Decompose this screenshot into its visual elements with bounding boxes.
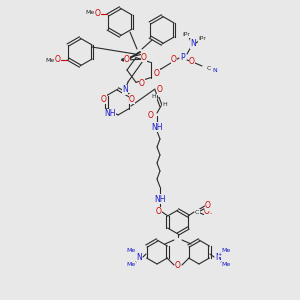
Text: O: O: [55, 56, 61, 64]
Text: iPr: iPr: [182, 32, 190, 38]
Text: N: N: [215, 253, 221, 262]
Text: NH: NH: [154, 194, 166, 203]
Text: O: O: [189, 58, 195, 67]
Text: N: N: [213, 68, 218, 74]
Text: O: O: [129, 94, 135, 103]
Text: NH: NH: [151, 122, 163, 131]
Text: -: -: [210, 212, 212, 217]
Text: Me: Me: [45, 58, 55, 64]
Text: O: O: [95, 10, 101, 19]
Text: O: O: [141, 52, 147, 62]
Text: O: O: [156, 208, 162, 217]
Text: iPr: iPr: [198, 37, 206, 41]
Text: O: O: [171, 55, 177, 64]
Text: O: O: [148, 110, 154, 119]
Text: O: O: [205, 202, 211, 211]
Text: O: O: [124, 56, 130, 64]
Text: Me: Me: [126, 262, 136, 268]
Text: +: +: [218, 251, 222, 256]
Text: N: N: [136, 253, 142, 262]
Text: O: O: [204, 208, 210, 217]
Text: N: N: [190, 40, 196, 49]
Text: C: C: [195, 209, 199, 214]
Text: O: O: [157, 85, 163, 94]
Text: O: O: [139, 79, 145, 88]
Text: O: O: [175, 260, 181, 269]
Text: P: P: [181, 53, 185, 62]
Text: N: N: [122, 85, 128, 94]
Text: Me: Me: [85, 11, 94, 16]
Text: C: C: [207, 67, 211, 71]
Text: Me: Me: [221, 248, 231, 253]
Text: H: H: [152, 94, 156, 100]
Text: NH: NH: [104, 110, 116, 118]
Text: O: O: [101, 94, 107, 103]
Text: H: H: [163, 103, 167, 107]
Text: O: O: [154, 68, 160, 77]
Text: Me: Me: [221, 262, 231, 268]
Text: Me: Me: [126, 248, 136, 253]
